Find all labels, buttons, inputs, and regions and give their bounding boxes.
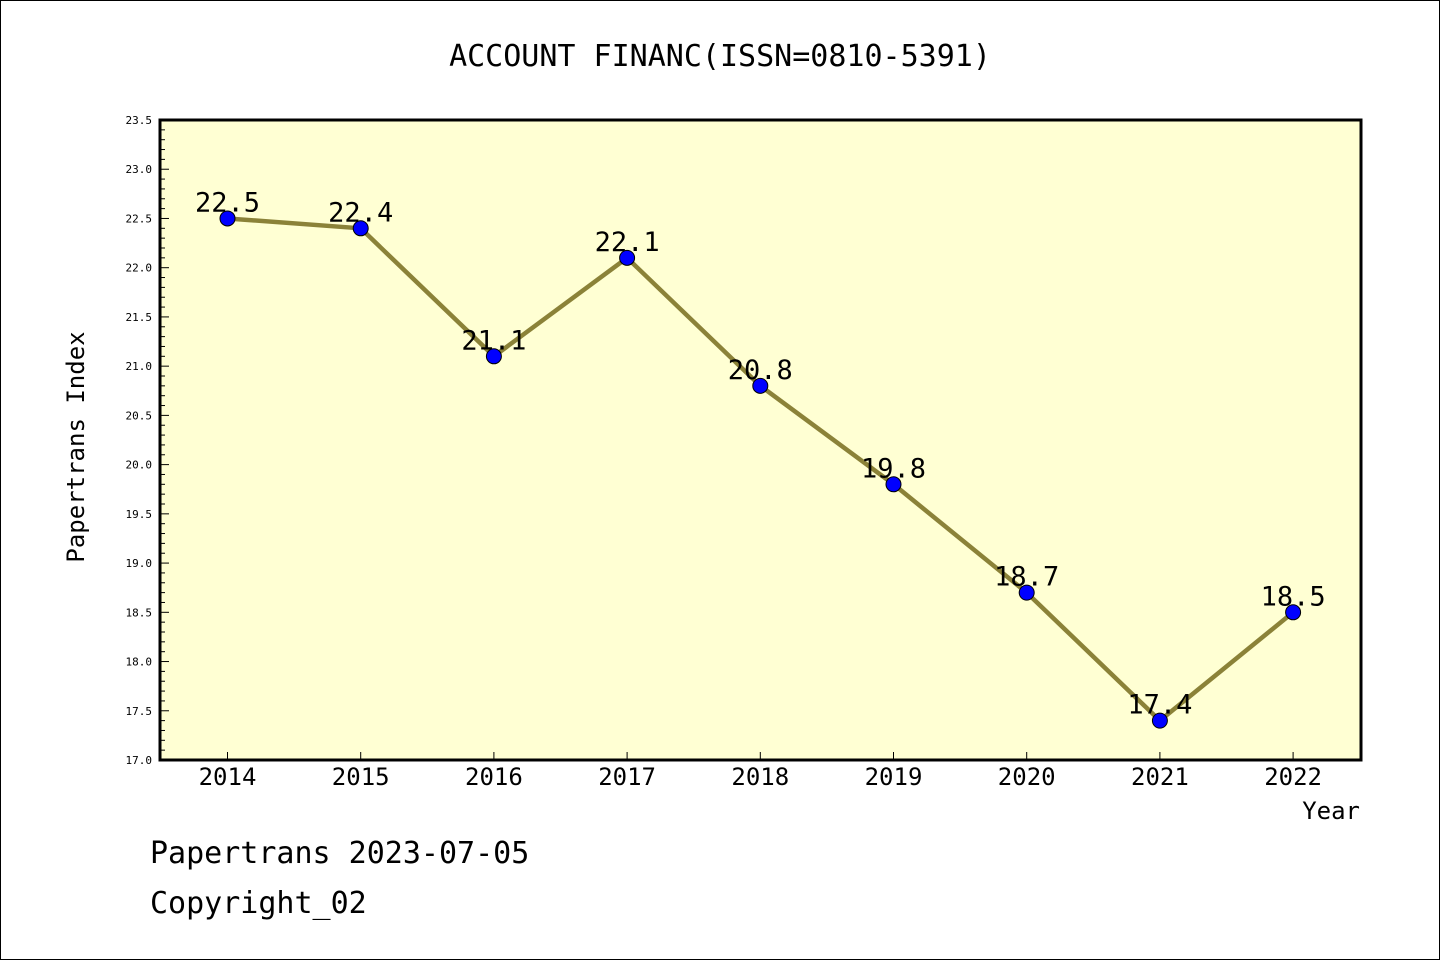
- x-axis: 2014 2015 2016 2017 2018 2019 2020 2021 2022: [199, 752, 1322, 791]
- y-tick-label: 20.5: [126, 409, 153, 422]
- data-point: [1285, 604, 1302, 621]
- x-tick-label: 2021: [1131, 763, 1189, 791]
- y-tick-label: 19.5: [126, 508, 153, 521]
- y-tick-label: 20.0: [126, 459, 153, 472]
- y-tick-label: 17.5: [126, 705, 153, 718]
- data-label: 22.4: [328, 197, 393, 228]
- data-label: 22.1: [595, 227, 660, 258]
- data-label: 22.5: [195, 187, 260, 218]
- x-tick-label: 2019: [865, 763, 923, 791]
- x-tick-label: 2020: [998, 763, 1056, 791]
- y-tick-label: 21.5: [126, 311, 153, 324]
- y-tick-label: 18.5: [126, 606, 153, 619]
- data-label: 17.4: [1127, 690, 1192, 721]
- y-tick-label: 17.0: [126, 754, 153, 767]
- x-tick-label: 2017: [598, 763, 656, 791]
- data-label: 20.8: [728, 355, 793, 386]
- y-tick-label: 19.0: [126, 557, 153, 570]
- data-point: [485, 348, 502, 365]
- series-markers: [219, 210, 1302, 729]
- footer-copyright: Copyright_02: [150, 886, 367, 921]
- data-labels: 22.5 22.4 21.1 22.1 20.8 19.8 18.7 17.4 18.5: [195, 187, 1326, 720]
- data-point: [752, 377, 769, 394]
- y-tick-label: 22.0: [126, 262, 153, 275]
- x-tick-label: 2022: [1264, 763, 1322, 791]
- plot-border: [158, 118, 1363, 762]
- x-axis-title: Year: [1302, 797, 1360, 825]
- chart-title: ACCOUNT FINANC(ISSN=0810-5391): [449, 39, 991, 74]
- data-label: 19.8: [861, 453, 926, 484]
- data-point: [1018, 584, 1035, 601]
- data-label: 21.1: [461, 325, 526, 356]
- y-axis: 17.0 17.5 18.0 18.5 19.0 19.5 20.0 20.5 21.0 21.5…: [126, 114, 169, 767]
- footer-date: Papertrans 2023-07-05: [150, 836, 530, 871]
- data-point: [619, 249, 636, 266]
- x-tick-label: 2014: [199, 763, 257, 791]
- data-point: [352, 220, 369, 237]
- y-tick-label: 23.5: [126, 114, 153, 127]
- data-label: 18.5: [1261, 581, 1326, 612]
- y-tick-label: 18.0: [126, 656, 153, 669]
- data-label: 18.7: [994, 562, 1059, 593]
- x-tick-label: 2016: [465, 763, 523, 791]
- data-point: [1151, 712, 1168, 729]
- y-tick-label: 22.5: [126, 212, 153, 225]
- y-axis-title: Papertrans Index: [62, 331, 90, 562]
- x-tick-label: 2015: [332, 763, 390, 791]
- y-tick-label: 21.0: [126, 360, 153, 373]
- data-point: [219, 210, 236, 227]
- y-tick-label: 23.0: [126, 163, 153, 176]
- x-tick-label: 2018: [731, 763, 789, 791]
- data-point: [885, 476, 902, 493]
